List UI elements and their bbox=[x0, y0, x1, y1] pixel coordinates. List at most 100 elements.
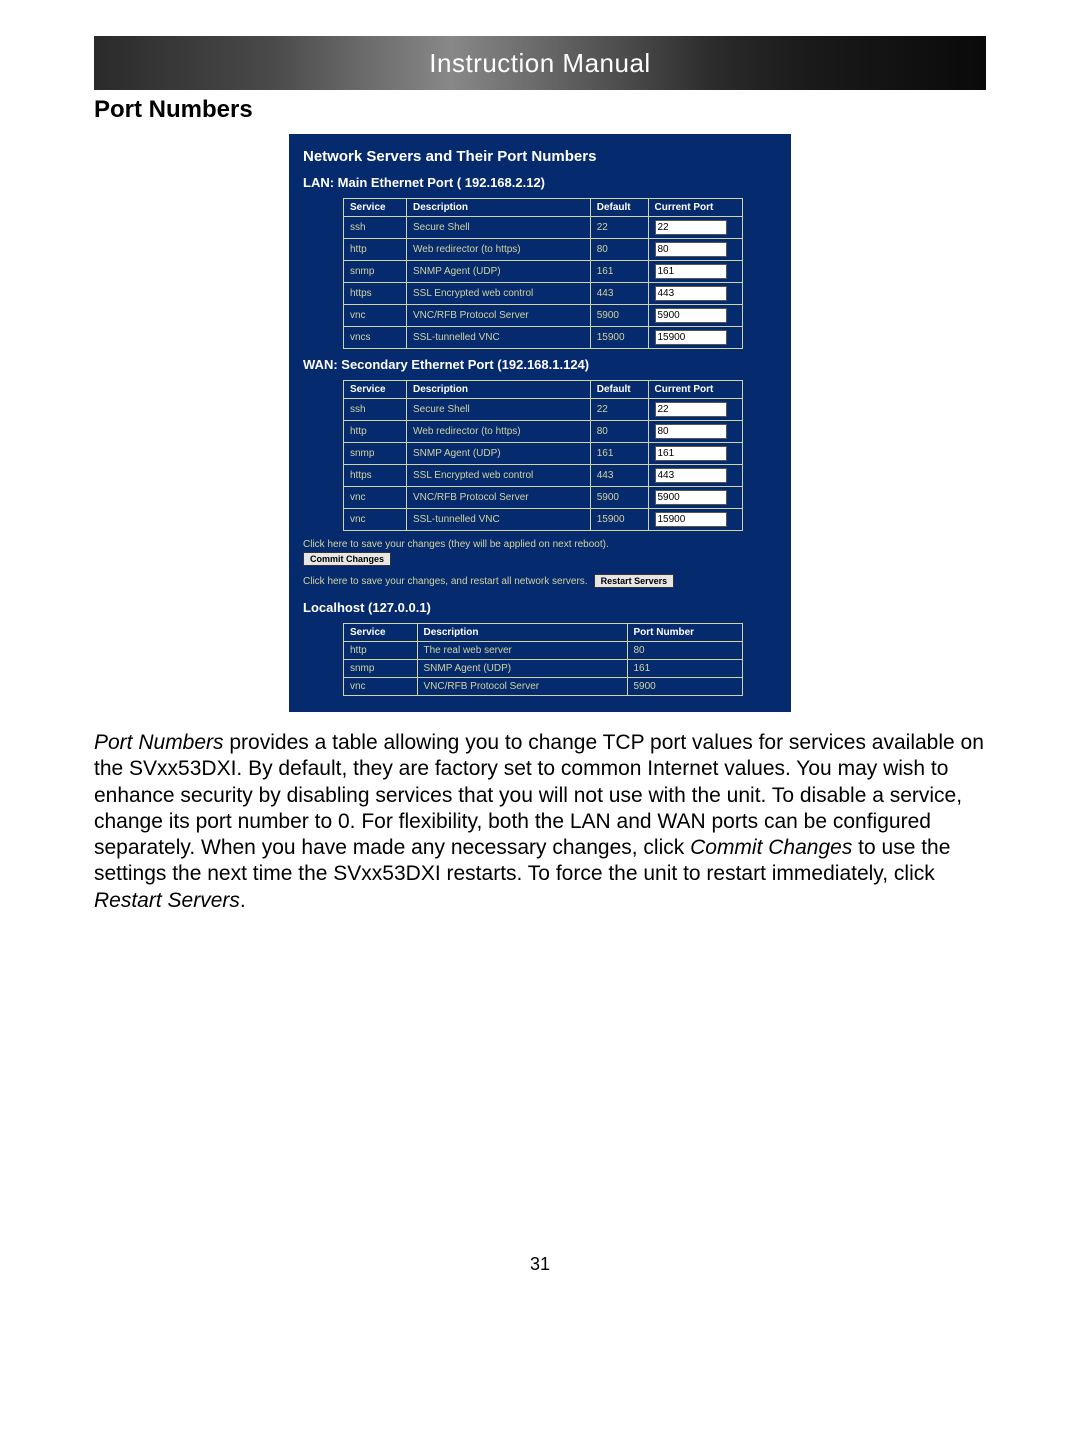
wan-description: Secure Shell bbox=[407, 399, 591, 421]
wan-description: SSL Encrypted web control bbox=[407, 465, 591, 487]
body-paragraph: Port Numbers provides a table allowing y… bbox=[94, 730, 986, 914]
restart-servers-button[interactable]: Restart Servers bbox=[594, 574, 675, 588]
lan-service: https bbox=[344, 283, 407, 305]
lan-default: 161 bbox=[590, 261, 648, 283]
wan-default: 5900 bbox=[590, 487, 648, 509]
wan-col-current: Current Port bbox=[648, 381, 743, 399]
header-banner: Instruction Manual bbox=[94, 36, 986, 90]
table-row: vncsSSL-tunnelled VNC15900 bbox=[344, 327, 743, 349]
wan-service: vnc bbox=[344, 509, 407, 531]
commit-hint: Click here to save your changes (they wi… bbox=[303, 539, 777, 550]
loc-service: http bbox=[344, 642, 418, 660]
wan-current-port-input[interactable] bbox=[655, 512, 727, 527]
lan-default: 22 bbox=[590, 217, 648, 239]
lan-current-cell bbox=[648, 283, 743, 305]
body-em-2: Commit Changes bbox=[690, 836, 852, 859]
loc-desc: VNC/RFB Protocol Server bbox=[417, 678, 627, 696]
lan-default: 443 bbox=[590, 283, 648, 305]
table-row: vncVNC/RFB Protocol Server5900 bbox=[344, 487, 743, 509]
wan-description: VNC/RFB Protocol Server bbox=[407, 487, 591, 509]
wan-current-port-input[interactable] bbox=[655, 424, 727, 439]
table-row: httpWeb redirector (to https)80 bbox=[344, 421, 743, 443]
wan-default: 15900 bbox=[590, 509, 648, 531]
commit-changes-button[interactable]: Commit Changes bbox=[303, 552, 391, 566]
lan-description: Secure Shell bbox=[407, 217, 591, 239]
lan-current-cell bbox=[648, 239, 743, 261]
lan-current-port-input[interactable] bbox=[655, 264, 727, 279]
wan-service: snmp bbox=[344, 443, 407, 465]
wan-description: SNMP Agent (UDP) bbox=[407, 443, 591, 465]
section-title: Port Numbers bbox=[94, 96, 986, 124]
wan-current-cell bbox=[648, 421, 743, 443]
lan-current-cell bbox=[648, 305, 743, 327]
wan-service: http bbox=[344, 421, 407, 443]
loc-port: 5900 bbox=[627, 678, 743, 696]
lan-description: SSL-tunnelled VNC bbox=[407, 327, 591, 349]
lan-default: 80 bbox=[590, 239, 648, 261]
localhost-table: Service Description Port Number httpThe … bbox=[343, 623, 743, 696]
lan-current-port-input[interactable] bbox=[655, 220, 727, 235]
wan-service: ssh bbox=[344, 399, 407, 421]
lan-service: http bbox=[344, 239, 407, 261]
wan-current-cell bbox=[648, 465, 743, 487]
table-row: snmpSNMP Agent (UDP)161 bbox=[344, 443, 743, 465]
lan-current-cell bbox=[648, 261, 743, 283]
body-em-3: Restart Servers bbox=[94, 889, 240, 912]
lan-description: Web redirector (to https) bbox=[407, 239, 591, 261]
lan-col-current: Current Port bbox=[648, 199, 743, 217]
table-row: httpsSSL Encrypted web control443 bbox=[344, 283, 743, 305]
lan-table: Service Description Default Current Port… bbox=[343, 198, 743, 349]
lan-current-port-input[interactable] bbox=[655, 242, 727, 257]
wan-current-port-input[interactable] bbox=[655, 402, 727, 417]
localhost-title: Localhost (127.0.0.1) bbox=[303, 600, 777, 615]
wan-current-cell bbox=[648, 399, 743, 421]
loc-service: vnc bbox=[344, 678, 418, 696]
lan-current-port-input[interactable] bbox=[655, 330, 727, 345]
body-em-1: Port Numbers bbox=[94, 731, 224, 754]
wan-col-desc: Description bbox=[407, 381, 591, 399]
lan-current-cell bbox=[648, 327, 743, 349]
wan-default: 443 bbox=[590, 465, 648, 487]
table-row: httpsSSL Encrypted web control443 bbox=[344, 465, 743, 487]
lan-col-service: Service bbox=[344, 199, 407, 217]
header-title: Instruction Manual bbox=[429, 48, 650, 79]
wan-default: 22 bbox=[590, 399, 648, 421]
lan-service: vncs bbox=[344, 327, 407, 349]
lan-service: ssh bbox=[344, 217, 407, 239]
table-row: snmpSNMP Agent (UDP)161 bbox=[344, 660, 743, 678]
lan-title: LAN: Main Ethernet Port ( 192.168.2.12) bbox=[303, 175, 777, 190]
lan-current-port-input[interactable] bbox=[655, 308, 727, 323]
page-number: 31 bbox=[0, 1254, 1080, 1275]
table-row: vncSSL-tunnelled VNC15900 bbox=[344, 509, 743, 531]
loc-col-port: Port Number bbox=[627, 624, 743, 642]
lan-description: VNC/RFB Protocol Server bbox=[407, 305, 591, 327]
loc-col-desc: Description bbox=[417, 624, 627, 642]
lan-col-default: Default bbox=[590, 199, 648, 217]
wan-current-port-input[interactable] bbox=[655, 490, 727, 505]
config-panel: Network Servers and Their Port Numbers L… bbox=[289, 134, 791, 712]
wan-current-port-input[interactable] bbox=[655, 468, 727, 483]
loc-desc: SNMP Agent (UDP) bbox=[417, 660, 627, 678]
loc-col-service: Service bbox=[344, 624, 418, 642]
table-row: httpWeb redirector (to https)80 bbox=[344, 239, 743, 261]
wan-current-cell bbox=[648, 509, 743, 531]
wan-table: Service Description Default Current Port… bbox=[343, 380, 743, 531]
panel-title: Network Servers and Their Port Numbers bbox=[303, 148, 777, 165]
lan-default: 5900 bbox=[590, 305, 648, 327]
loc-port: 80 bbox=[627, 642, 743, 660]
lan-current-port-input[interactable] bbox=[655, 286, 727, 301]
lan-description: SNMP Agent (UDP) bbox=[407, 261, 591, 283]
wan-col-service: Service bbox=[344, 381, 407, 399]
lan-col-desc: Description bbox=[407, 199, 591, 217]
wan-current-port-input[interactable] bbox=[655, 446, 727, 461]
loc-desc: The real web server bbox=[417, 642, 627, 660]
wan-default: 80 bbox=[590, 421, 648, 443]
lan-current-cell bbox=[648, 217, 743, 239]
wan-current-cell bbox=[648, 487, 743, 509]
wan-current-cell bbox=[648, 443, 743, 465]
table-row: sshSecure Shell22 bbox=[344, 399, 743, 421]
wan-col-default: Default bbox=[590, 381, 648, 399]
table-row: vncVNC/RFB Protocol Server5900 bbox=[344, 305, 743, 327]
lan-service: vnc bbox=[344, 305, 407, 327]
restart-hint: Click here to save your changes, and res… bbox=[303, 576, 588, 587]
